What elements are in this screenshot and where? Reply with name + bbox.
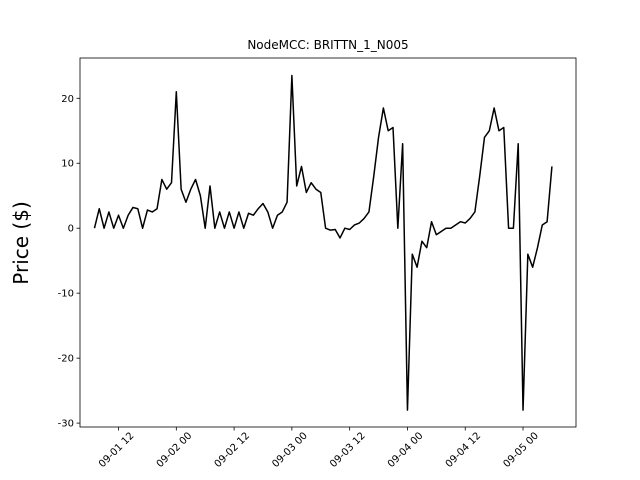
x-tick-label: 09-04 12: [444, 430, 484, 470]
x-tick-label: 09-03 12: [328, 430, 368, 470]
y-tick-label: -10: [58, 289, 74, 300]
y-tick-label: -20: [58, 354, 74, 365]
x-tick-label: 09-05 00: [501, 430, 541, 470]
y-tick-label: -30: [58, 419, 74, 430]
x-tick-label: 09-02 00: [155, 430, 195, 470]
x-tick-label: 09-04 00: [386, 430, 426, 470]
y-tick-label: 0: [68, 224, 74, 235]
y-tick-label: 20: [61, 94, 74, 105]
y-axis-label: Price ($): [9, 201, 33, 284]
x-tick-label: 09-01 12: [97, 430, 137, 470]
chart-title: NodeMCC: BRITTN_1_N005: [247, 38, 408, 52]
y-tick-label: 10: [61, 159, 74, 170]
price-line: [93, 74, 553, 411]
x-tick-label: 09-02 12: [213, 430, 253, 470]
plot-frame: [79, 57, 577, 428]
x-tick-label: 09-03 00: [270, 430, 310, 470]
